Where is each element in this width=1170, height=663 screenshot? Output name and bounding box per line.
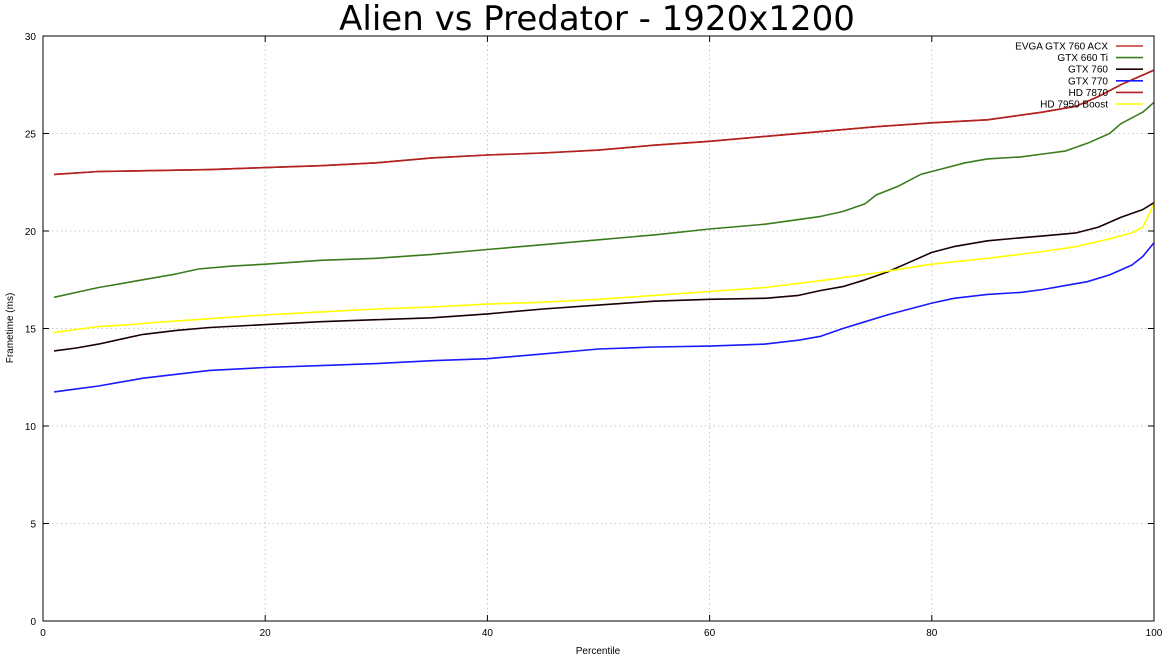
- legend-label-4: HD 7870: [1069, 88, 1109, 99]
- x-tick-label-0: 0: [40, 628, 46, 639]
- legend-label-3: GTX 770: [1068, 76, 1108, 87]
- legend-label-2: GTX 760: [1068, 65, 1108, 76]
- legend-label-1: GTX 660 Ti: [1057, 53, 1108, 64]
- x-tick-label-5: 100: [1146, 628, 1163, 639]
- series-lines: [53, 69, 1155, 393]
- axis-ticks: 0 20 40 60 80 100 0 5 10 15 20 25 30: [25, 32, 1163, 639]
- series-line-2: [53, 202, 1155, 352]
- x-tick-label-2: 40: [482, 628, 494, 639]
- y-tick-label-1: 5: [30, 520, 36, 531]
- y-tick-label-4: 20: [25, 227, 37, 238]
- x-tick-label-1: 20: [260, 628, 272, 639]
- y-tick-label-6: 30: [25, 32, 37, 43]
- x-tick-label-3: 60: [704, 628, 716, 639]
- y-tick-label-5: 25: [25, 130, 37, 141]
- legend-label-5: HD 7950 Boost: [1040, 100, 1108, 111]
- x-tick-label-4: 80: [926, 628, 938, 639]
- y-tick-label-3: 15: [25, 325, 37, 336]
- x-axis-label: Percentile: [576, 646, 621, 657]
- y-tick-label-0: 0: [30, 617, 36, 628]
- y-axis-label: Frametime (ms): [5, 293, 16, 364]
- series-line-4: [54, 69, 1155, 176]
- legend-label-0: EVGA GTX 760 ACX: [1015, 42, 1108, 53]
- series-line-5: [53, 203, 1155, 334]
- grid: [43, 36, 1154, 621]
- y-tick-label-2: 10: [25, 422, 37, 433]
- chart-title: Alien vs Predator - 1920x1200: [339, 0, 855, 39]
- series-line-3: [53, 242, 1155, 393]
- series-line-1: [53, 101, 1155, 299]
